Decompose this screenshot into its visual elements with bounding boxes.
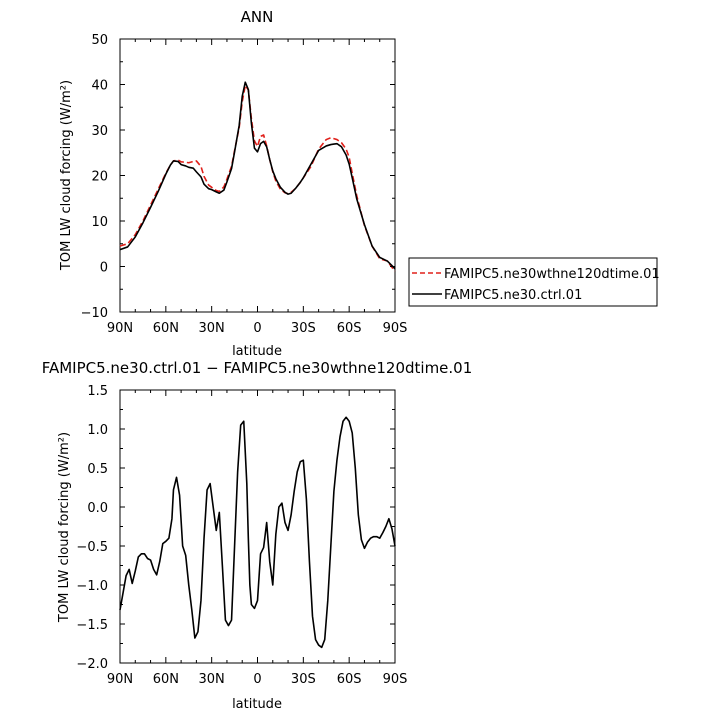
top-y-ticks: −10 0 10 20 30 40 50 <box>81 33 395 321</box>
bottom-plot-area <box>119 389 396 664</box>
y-tick-label: −10 <box>81 306 108 321</box>
x-tick-label: 90S <box>383 672 408 687</box>
plot-frame <box>119 389 396 664</box>
y-tick-label: 40 <box>91 79 108 94</box>
legend-box <box>408 257 658 307</box>
x-tick-label: 90N <box>107 321 133 336</box>
y-tick-label: 0.5 <box>87 462 108 477</box>
top-x-ticks: 90N 60N 30N 0 30S 60S 90S <box>107 39 408 336</box>
bottom-chart-title: FAMIPC5.ne30.ctrl.01 − FAMIPC5.ne30wthne… <box>42 359 473 377</box>
bottom-panel: FAMIPC5.ne30.ctrl.01 − FAMIPC5.ne30wthne… <box>42 359 473 712</box>
plot-frame <box>119 38 396 313</box>
series-line-1 <box>119 81 396 270</box>
x-tick-label: 30S <box>291 321 316 336</box>
x-tick-label: 0 <box>253 672 261 687</box>
y-tick-label: −2.0 <box>76 657 108 672</box>
bottom-y-ticks: −2.0 −1.5 −1.0 −0.5 0.0 0.5 1.0 1.5 <box>76 384 395 672</box>
bottom-y-axis-label: TOM LW cloud forcing (W/m²) <box>57 432 72 623</box>
x-tick-label: 90N <box>107 672 133 687</box>
y-tick-label: −0.5 <box>76 540 108 555</box>
y-tick-label: 1.5 <box>87 384 108 399</box>
y-tick-label: 0.0 <box>87 501 108 516</box>
x-tick-label: 0 <box>253 321 261 336</box>
y-tick-label: 0 <box>100 261 108 276</box>
y-tick-label: 30 <box>91 124 108 139</box>
top-panel: ANN 90N 60N 30N 0 30S 60S 90S −10 0 10 20 30 40 50 l… <box>59 8 660 359</box>
legend-entry-0: FAMIPC5.ne30wthne120dtime.01 <box>444 267 660 282</box>
series-line-0 <box>119 416 396 649</box>
legend: FAMIPC5.ne30wthne120dtime.01 FAMIPC5.ne3… <box>408 257 660 307</box>
y-tick-label: 10 <box>91 215 108 230</box>
y-tick-label: −1.5 <box>76 618 108 633</box>
x-tick-label: 60S <box>337 321 362 336</box>
top-plot-area <box>119 38 396 313</box>
bottom-x-ticks: 90N 60N 30N 0 30S 60S 90S <box>107 390 408 687</box>
y-tick-label: 20 <box>91 170 108 185</box>
y-tick-label: 50 <box>91 33 108 48</box>
x-tick-label: 60N <box>153 321 179 336</box>
x-tick-label: 30S <box>291 672 316 687</box>
x-tick-label: 90S <box>383 321 408 336</box>
bottom-x-axis-label: latitude <box>232 697 282 712</box>
series-line-0 <box>119 84 396 272</box>
y-tick-label: −1.0 <box>76 579 108 594</box>
top-chart-title: ANN <box>241 8 274 26</box>
legend-entry-1: FAMIPC5.ne30.ctrl.01 <box>444 288 582 303</box>
y-tick-label: 1.0 <box>87 423 108 438</box>
x-tick-label: 60N <box>153 672 179 687</box>
x-tick-label: 30N <box>199 672 225 687</box>
top-x-axis-label: latitude <box>232 344 282 359</box>
x-tick-label: 60S <box>337 672 362 687</box>
x-tick-label: 30N <box>199 321 225 336</box>
top-y-axis-label: TOM LW cloud forcing (W/m²) <box>59 80 74 271</box>
